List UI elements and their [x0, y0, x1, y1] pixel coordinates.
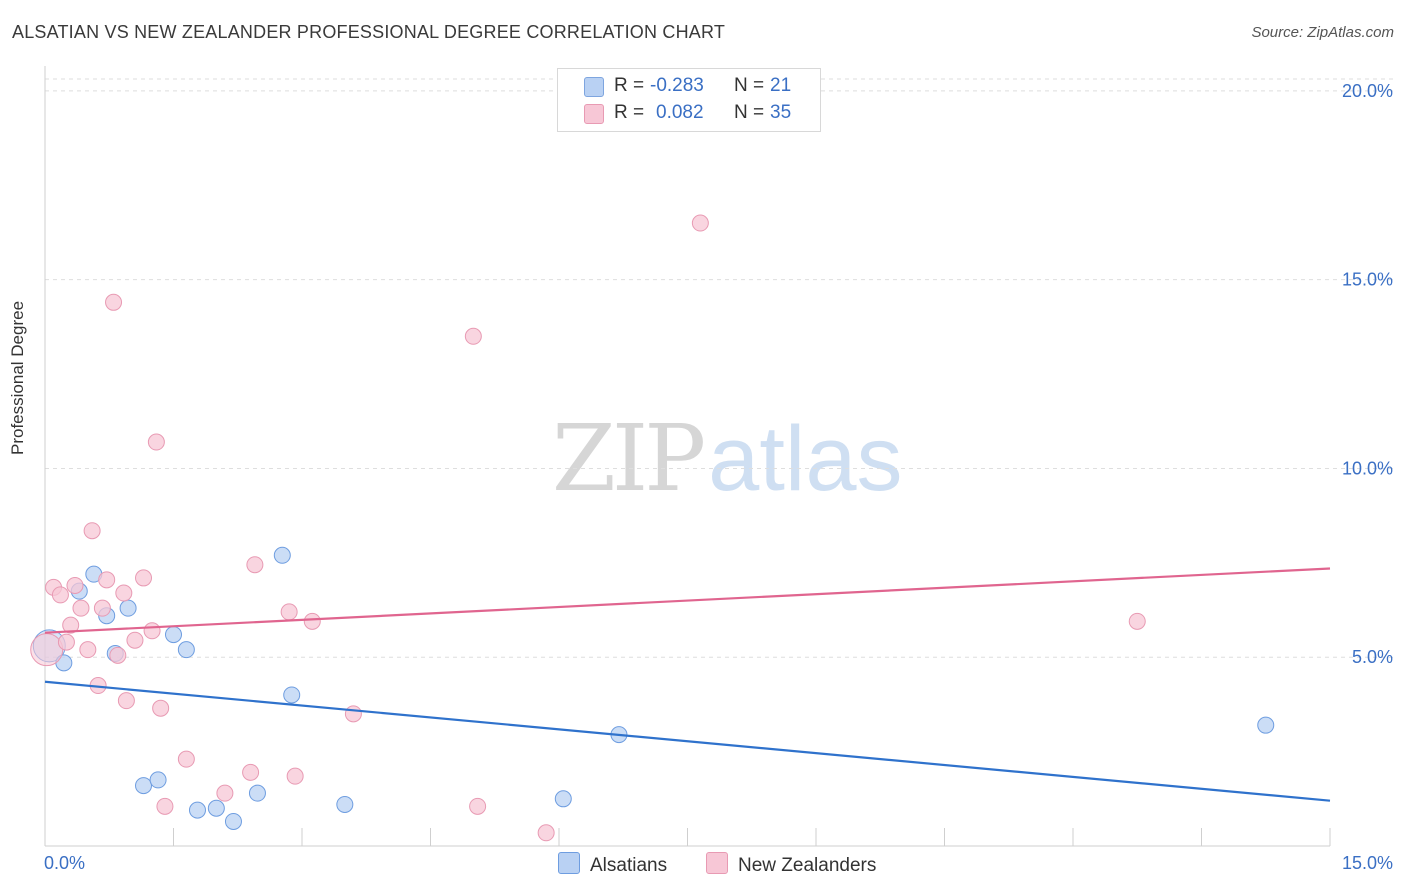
bottom-legend-label-alsatians: Alsatians: [590, 855, 668, 876]
alsatians-point: [224, 812, 242, 830]
alsatians-point: [165, 626, 182, 644]
alsatians-point: [273, 546, 291, 564]
legend-r-value: -0.283: [650, 75, 704, 96]
alsatians-point: [336, 795, 354, 813]
source-label: Source: ZipAtlas.com: [1251, 24, 1394, 41]
alsatians-point: [188, 801, 206, 819]
new-zealanders-point: [469, 797, 487, 815]
new-zealanders-point: [344, 705, 362, 723]
new-zealanders-point: [147, 433, 165, 451]
new-zealanders-point: [79, 641, 97, 659]
watermark: ZIPatlas: [552, 405, 903, 512]
grid-lines: [45, 78, 1395, 658]
new-zealanders-point: [216, 784, 234, 802]
legend-swatch-new-zealanders: [584, 104, 604, 124]
new-zealanders-point: [691, 214, 709, 232]
new-zealanders-point: [143, 622, 161, 640]
new-zealanders-point: [105, 293, 123, 311]
alsatians-point: [248, 784, 266, 802]
alsatians-point: [283, 686, 301, 704]
alsatians-point: [177, 641, 195, 659]
new-zealanders-point: [464, 327, 482, 345]
trend-lines: [44, 567, 1331, 802]
x-tick-label: 0.0%: [44, 853, 85, 873]
x-tick-label: 15.0%: [1342, 853, 1393, 873]
watermark-zip: ZIP: [552, 405, 706, 512]
new-zealanders-point: [1128, 612, 1146, 630]
legend-r-label: R =: [614, 102, 645, 123]
legend-n-label: N =: [734, 102, 765, 123]
new-zealanders-point: [177, 750, 195, 768]
y-tick-label: 15.0%: [1342, 270, 1393, 290]
y-tick-label: 20.0%: [1342, 81, 1393, 101]
legend-r-label: R =: [614, 75, 645, 96]
bottom-legend-new-zealanders: New Zealanders: [706, 852, 876, 877]
legend-n-value: 35: [770, 102, 792, 123]
new-zealanders-point: [98, 571, 116, 589]
new-zealanders-point: [62, 616, 80, 634]
alsatians-point: [149, 771, 167, 789]
correlation-legend: R = -0.283 N = 21 R = 0.082 N = 35: [557, 68, 821, 132]
tick-labels: 5.0% 10.0% 15.0% 20.0% 0.0% 15.0%: [44, 81, 1393, 873]
legend-n-value: 21: [770, 75, 792, 96]
new-zealanders-point: [66, 576, 84, 594]
alsatians-point: [554, 790, 572, 808]
bottom-legend-alsatians: Alsatians: [558, 852, 667, 877]
axes: [44, 66, 1331, 847]
y-tick-label: 10.0%: [1342, 458, 1393, 478]
new-zealanders-point: [51, 586, 69, 604]
new-zealanders-point: [93, 599, 111, 617]
new-zealanders-point: [246, 556, 264, 574]
legend-swatch-alsatians: [584, 77, 604, 97]
new-zealanders-point: [303, 612, 321, 630]
new-zealanders-point: [57, 633, 75, 651]
new-zealanders-point: [135, 569, 153, 587]
bottom-legend-swatch-alsatians: [558, 852, 580, 874]
new-zealanders-point: [156, 797, 174, 815]
data-points: [30, 214, 1275, 842]
alsatians-point: [119, 599, 137, 617]
alsatians-point: [1257, 716, 1275, 734]
bottom-legend-label-new-zealanders: New Zealanders: [738, 855, 877, 876]
new-zealanders-point: [83, 522, 101, 540]
y-axis-label: Professional Degree: [8, 300, 27, 455]
new-zealanders-point: [115, 584, 133, 602]
watermark-atlas: atlas: [708, 408, 903, 510]
legend-r-value: 0.082: [656, 102, 704, 123]
new-zealanders-point: [152, 699, 170, 717]
bottom-legend-swatch-new-zealanders: [706, 852, 728, 874]
new-zealanders-point: [537, 824, 555, 842]
new-zealanders-point: [286, 767, 304, 785]
new-zealanders-point: [30, 633, 64, 667]
legend-n-label: N =: [734, 75, 765, 96]
new-zealanders-point: [72, 599, 90, 617]
new-zealanders-point: [280, 603, 298, 621]
new-zealanders-point: [117, 692, 135, 710]
new-zealanders-point: [109, 646, 127, 664]
new-zealanders-point: [242, 763, 260, 781]
alsatians-point: [207, 799, 225, 817]
new-zealanders-point: [126, 631, 144, 649]
new-zealanders-trend-line: [44, 567, 1331, 634]
chart-title: ALSATIAN VS NEW ZEALANDER PROFESSIONAL D…: [12, 22, 726, 42]
alsatians-trend-line: [44, 680, 1331, 802]
alsatians-point: [135, 777, 153, 795]
y-tick-label: 5.0%: [1352, 647, 1393, 667]
